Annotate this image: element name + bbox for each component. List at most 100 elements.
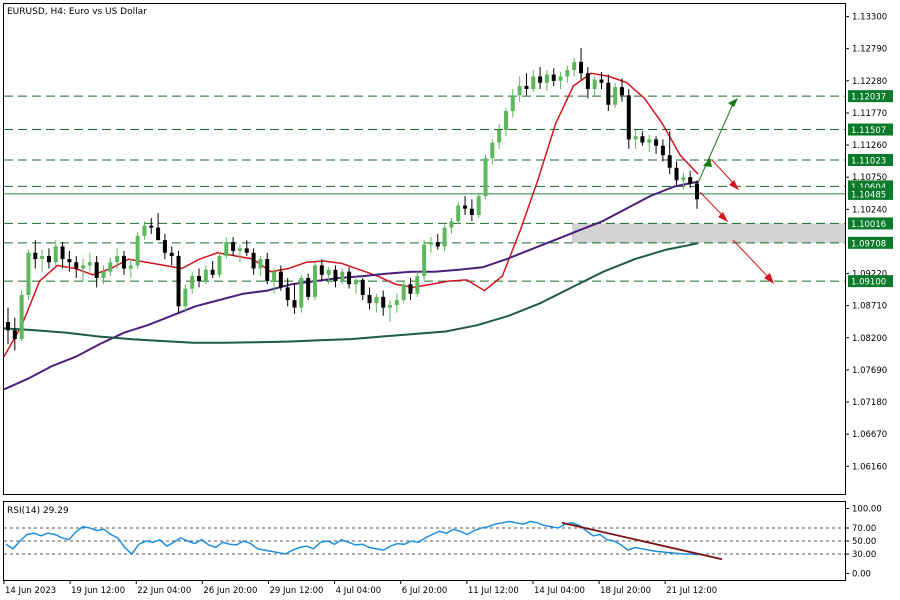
level-label: 1.12037 <box>851 93 886 103</box>
candle-body <box>401 284 406 301</box>
candle-body <box>428 242 433 245</box>
candle-body <box>251 252 256 269</box>
candle-body <box>203 269 208 282</box>
candle-body <box>565 70 570 77</box>
up-arrow-head <box>728 98 738 107</box>
candle-body <box>585 73 590 90</box>
candle-body <box>394 300 399 306</box>
candle-body <box>367 294 372 304</box>
level-label-bg <box>848 187 893 200</box>
candle-body <box>115 255 120 263</box>
price-tick-label: 1.12280 <box>852 77 887 87</box>
candle-body <box>503 111 508 130</box>
candle-body <box>408 284 413 294</box>
level-label: 1.11023 <box>851 157 886 167</box>
candle-body <box>524 85 529 90</box>
candle-body <box>149 225 154 228</box>
candle-body <box>688 177 693 184</box>
price-tick-label: 1.11260 <box>852 141 887 151</box>
up-arrow-small-head <box>703 158 712 167</box>
moving-average-3 <box>3 242 699 344</box>
candle-body <box>374 296 379 304</box>
time-tick-label: 19 Jun 12:00 <box>71 586 125 596</box>
candle-body <box>169 252 174 256</box>
time-tick-label: 6 Jul 20:00 <box>402 586 448 596</box>
price-tick-label: 1.06160 <box>852 462 887 472</box>
level-label-bg <box>848 275 893 288</box>
candle-body <box>210 269 215 275</box>
candle-body <box>128 265 133 269</box>
down-arrow-head-1 <box>729 180 739 190</box>
candle-body <box>538 76 543 83</box>
level-label-bg <box>848 217 893 230</box>
candle-body <box>108 262 113 272</box>
candle-body <box>67 259 72 263</box>
candle-body <box>12 330 17 340</box>
candle-body <box>244 248 249 253</box>
support-zone <box>572 223 845 243</box>
candle-body <box>381 296 386 308</box>
candle-body <box>353 279 358 285</box>
price-tick-label: 1.10750 <box>852 173 887 183</box>
candle-body <box>53 246 58 263</box>
candle-body <box>497 129 502 143</box>
candle-body <box>572 61 577 71</box>
candle-body <box>619 87 624 96</box>
projection-arrows <box>697 98 774 284</box>
candle-body <box>60 246 65 260</box>
candle-body <box>176 255 181 307</box>
candle-body <box>319 265 324 275</box>
candle-body <box>681 177 686 181</box>
candle-body <box>121 255 126 269</box>
candle-body <box>449 221 454 228</box>
time-tick-label: 11 Jul 12:00 <box>468 586 519 596</box>
candle-body <box>299 277 304 308</box>
rsi-tick-label: 50.00 <box>852 537 876 547</box>
candle-body <box>647 139 652 143</box>
candle-body <box>258 259 263 269</box>
price-tick-label: 1.13300 <box>852 13 887 23</box>
candle-body <box>674 167 679 181</box>
price-tick-label: 1.06670 <box>852 430 887 440</box>
candle-body <box>654 139 659 146</box>
rsi-divergence-trendline <box>561 521 723 561</box>
candle-body <box>606 82 611 105</box>
candle-body <box>551 74 556 81</box>
price-tick-label: 1.07690 <box>852 366 887 376</box>
candle-body <box>156 227 161 241</box>
level-label: 1.09708 <box>851 239 886 249</box>
level-label: 1.11507 <box>851 126 886 136</box>
candle-body <box>415 276 420 294</box>
level-label-bg <box>848 123 893 136</box>
candle-body <box>442 227 447 247</box>
candle-body <box>312 265 317 297</box>
time-tick-label: 21 Jul 12:00 <box>666 586 717 596</box>
rsi-tick-label: 100.00 <box>852 505 882 515</box>
time-tick-label: 14 Jun 2023 <box>5 586 56 596</box>
candle-body <box>469 208 474 215</box>
candle-body <box>456 205 461 222</box>
candle-body <box>388 305 393 308</box>
candle-body <box>695 183 699 200</box>
price-tick-label: 1.09220 <box>852 270 887 280</box>
candle-body <box>19 294 24 340</box>
candle-body <box>101 271 106 278</box>
price-tick-label: 1.08710 <box>852 302 887 312</box>
level-label-bg <box>848 90 893 103</box>
time-tick-label: 29 Jun 12:00 <box>269 586 323 596</box>
price-tick-label: 1.10240 <box>852 205 887 215</box>
time-tick-label: 4 Jul 04:00 <box>336 586 382 596</box>
candle-body <box>667 155 672 168</box>
candle-body <box>26 252 31 295</box>
candle-body <box>626 95 631 140</box>
rsi-tick-label: 0.00 <box>852 570 871 580</box>
price-tick-label: 1.07180 <box>852 398 887 408</box>
candle-body <box>40 255 45 260</box>
time-tick-label: 18 Jul 20:00 <box>600 586 651 596</box>
candle-body <box>46 255 51 263</box>
rsi-tick-label: 70.00 <box>852 524 876 534</box>
candle-body <box>33 252 38 260</box>
level-label: 1.10016 <box>851 220 886 230</box>
candle-body <box>435 242 440 247</box>
